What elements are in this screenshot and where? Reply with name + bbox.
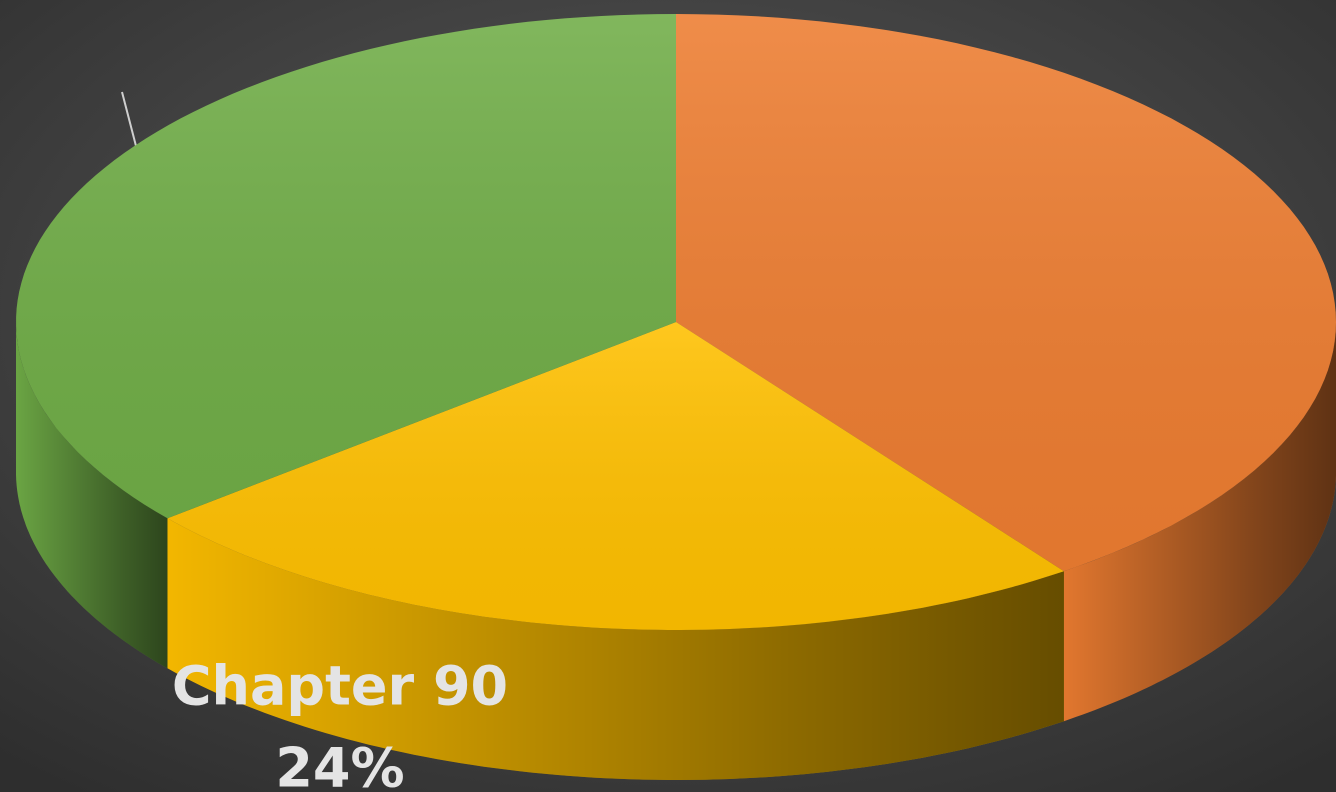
slice-gloss — [16, 14, 677, 519]
pie-labels: Chapter 90 24% — [172, 655, 508, 792]
leader-line — [121, 91, 137, 147]
slice-value-label: 24% — [275, 737, 404, 792]
slice-category-label: Chapter 90 — [172, 655, 508, 718]
slice-gloss — [676, 14, 1336, 572]
pie-tops — [16, 14, 1336, 630]
slice-gloss — [167, 322, 1064, 630]
pie-sides — [16, 322, 1336, 780]
slice-side-shade — [167, 518, 1064, 780]
slice-side-shade — [16, 322, 168, 669]
slice-side-shade — [1063, 322, 1336, 722]
